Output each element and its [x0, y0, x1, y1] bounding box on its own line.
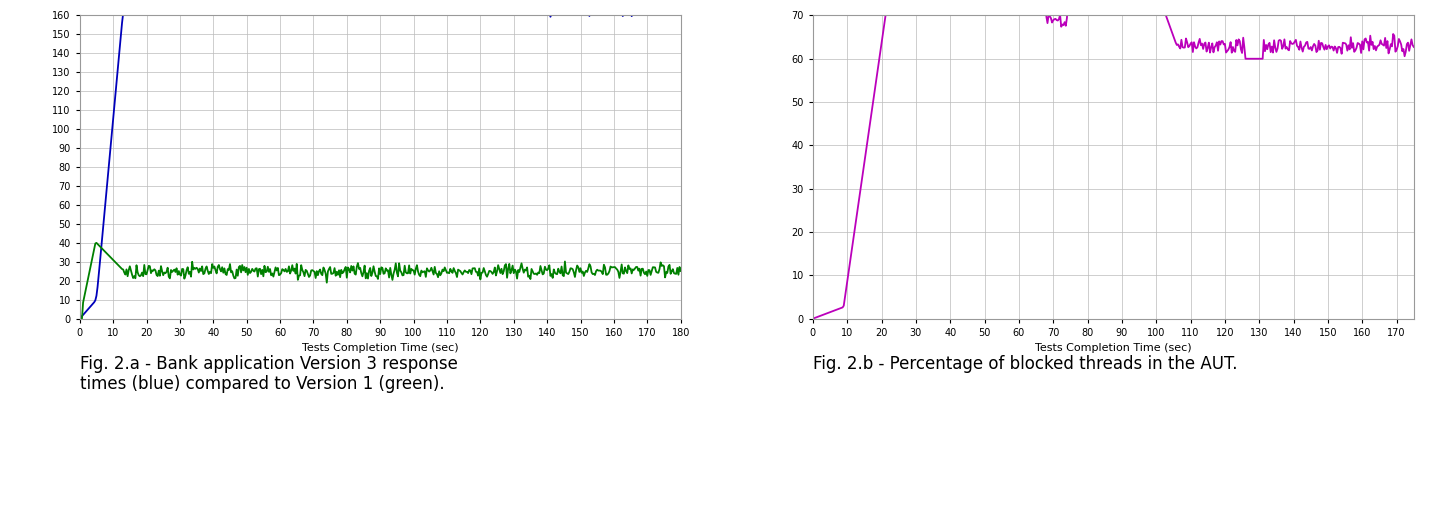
- X-axis label: Tests Completion Time (sec): Tests Completion Time (sec): [1035, 343, 1192, 353]
- Text: Fig. 2.b - Percentage of blocked threads in the AUT.: Fig. 2.b - Percentage of blocked threads…: [813, 355, 1237, 373]
- X-axis label: Tests Completion Time (sec): Tests Completion Time (sec): [302, 343, 458, 353]
- Text: Fig. 2.a - Bank application Version 3 response
times (blue) compared to Version : Fig. 2.a - Bank application Version 3 re…: [80, 355, 458, 393]
